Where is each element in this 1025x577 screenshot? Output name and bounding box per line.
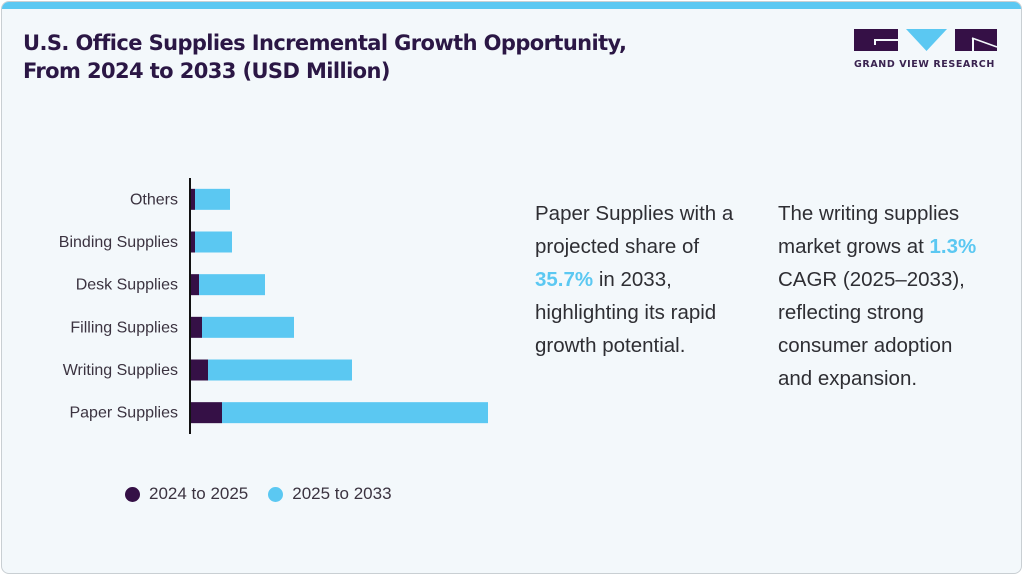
bar-segment-2025-2033	[195, 188, 230, 210]
note-text: Paper Supplies with a projected share of	[535, 202, 734, 258]
bar-segment-2024-2025	[191, 316, 202, 338]
note-text: The writing supplies market grows at	[778, 202, 960, 258]
bar-segment-2024-2025	[191, 402, 222, 424]
category-label: Writing Supplies	[63, 362, 178, 379]
legend-item-2024-2025: 2024 to 2025	[125, 484, 248, 504]
logo-text: GRAND VIEW RESEARCH	[854, 59, 995, 70]
bar-segment-2025-2033	[208, 359, 352, 381]
category-label: Others	[130, 191, 178, 208]
bar-segment-2025-2033	[195, 231, 232, 253]
grand-view-research-logo: GRAND VIEW RESEARCH	[854, 29, 999, 74]
legend-dot-icon	[268, 486, 284, 502]
bar-segment-2025-2033	[222, 402, 488, 424]
legend-label: 2024 to 2025	[149, 484, 249, 503]
bar-segment-2024-2025	[191, 359, 208, 381]
category-label: Filling Supplies	[70, 319, 178, 336]
category-label: Desk Supplies	[76, 277, 178, 294]
accent-top-bar	[2, 2, 1021, 9]
writing-supplies-insight: The writing supplies market grows at 1.3…	[778, 197, 978, 395]
chart-title: U.S. Office Supplies Incremental Growth …	[23, 31, 627, 83]
note-text: CAGR (2025–2033), reflecting strong cons…	[778, 268, 965, 390]
note-highlight: 1.3%	[929, 235, 977, 258]
bar-segment-2024-2025	[191, 188, 195, 210]
gvr-logo-icon	[854, 29, 998, 51]
category-label: Binding Supplies	[59, 234, 178, 251]
note-text: in 2033, highlighting its rapid growth p…	[535, 268, 717, 357]
paper-supplies-insight: Paper Supplies with a projected share of…	[535, 197, 750, 362]
bar-segment-2024-2025	[191, 231, 195, 253]
legend-label: 2025 to 2033	[292, 484, 392, 503]
chart-legend: 2024 to 2025 2025 to 2033	[125, 484, 412, 504]
bar-segment-2024-2025	[191, 274, 199, 296]
bar-segment-2025-2033	[199, 274, 265, 296]
legend-item-2025-2033: 2025 to 2033	[268, 484, 392, 504]
legend-dot-icon	[125, 486, 140, 502]
note-highlight: 35.7%	[535, 268, 594, 291]
bar-segment-2025-2033	[202, 316, 294, 338]
category-label: Paper Supplies	[69, 405, 178, 422]
